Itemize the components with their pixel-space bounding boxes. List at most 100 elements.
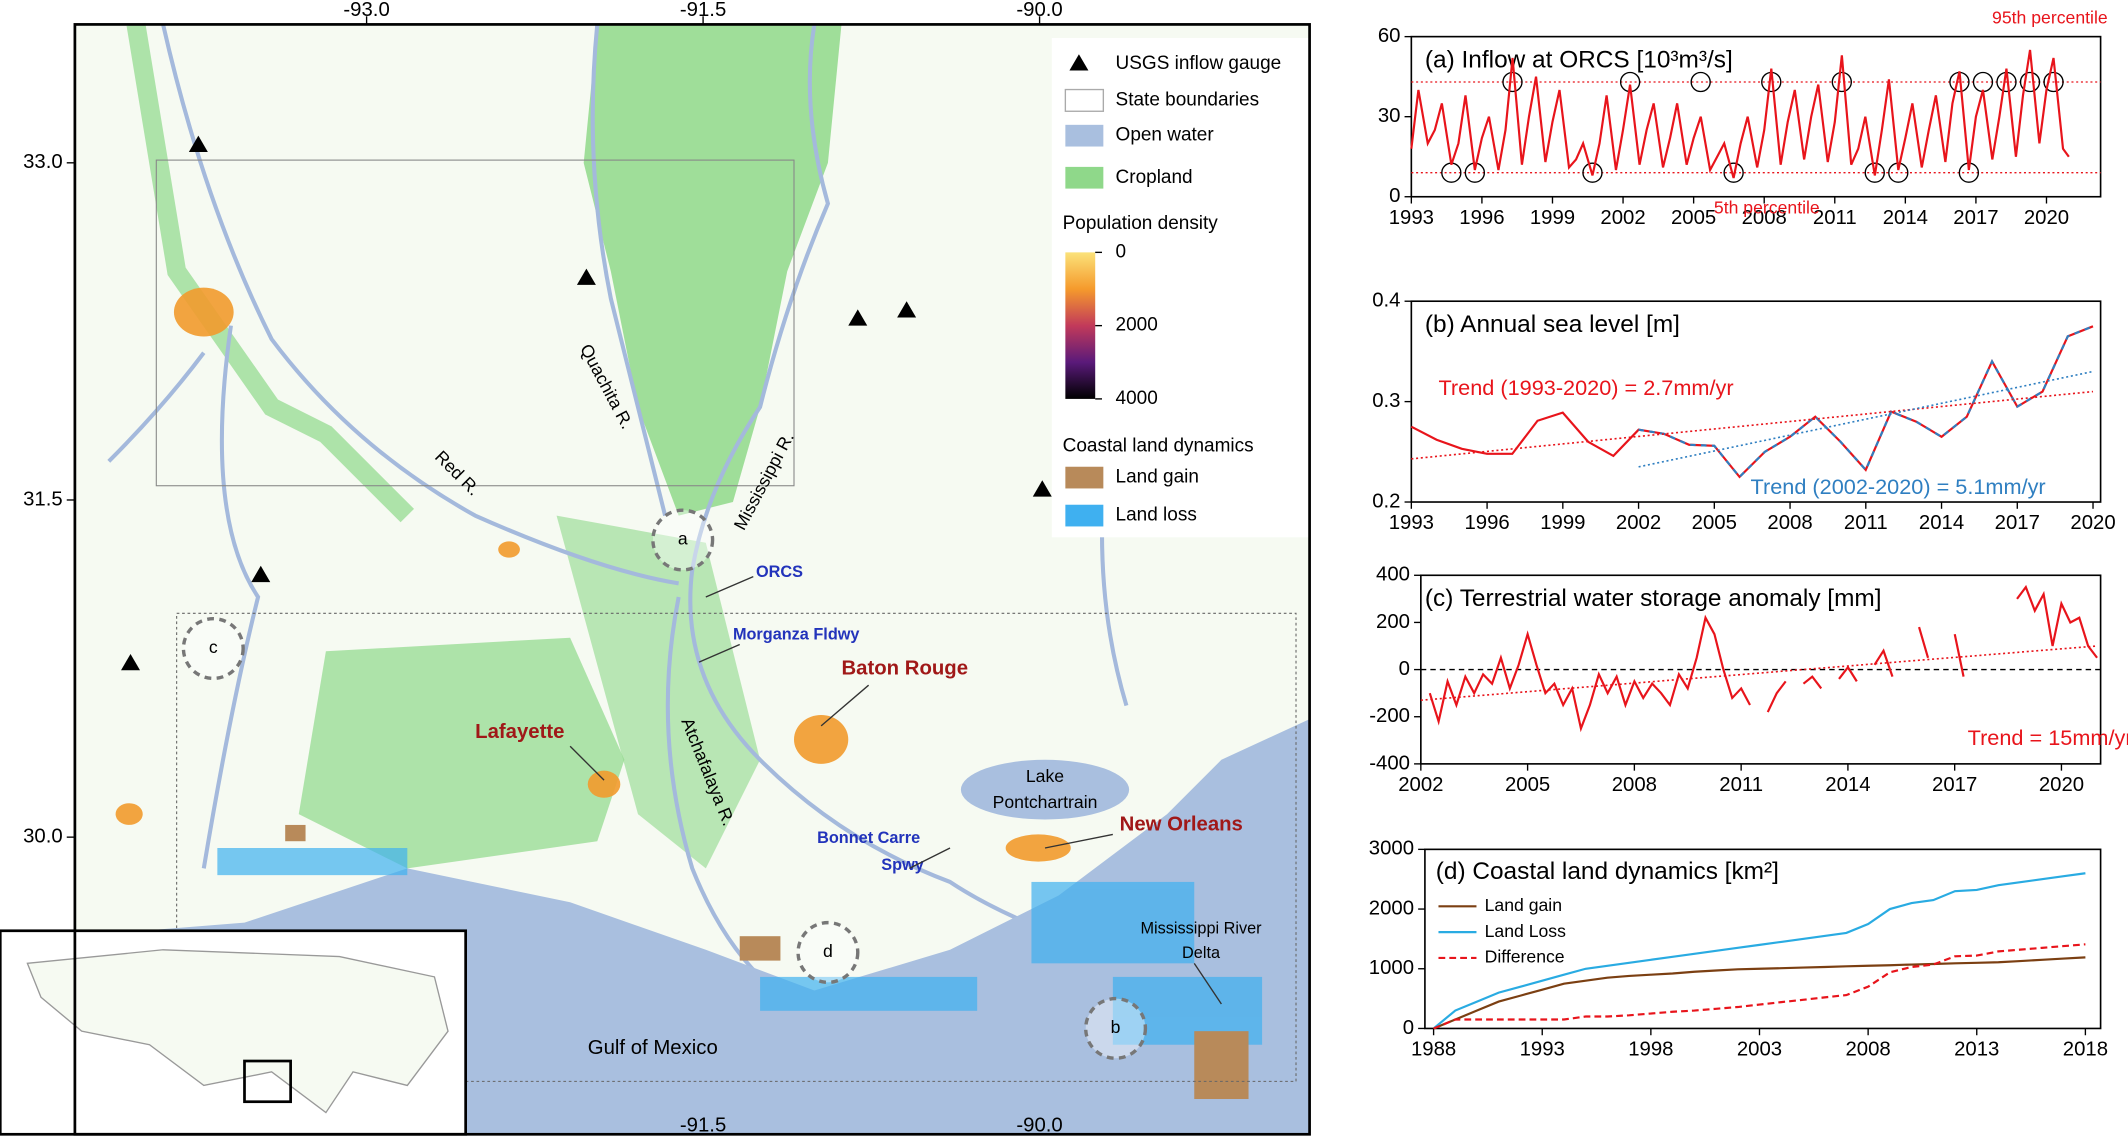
y-tick-label: 1000 bbox=[1369, 957, 1414, 979]
overlay-line bbox=[1638, 325, 2094, 479]
x-tick-label: 2002 bbox=[1398, 774, 1443, 796]
x-tick-label: 1999 bbox=[1540, 512, 1585, 534]
colorbar-label: 4000 bbox=[1116, 388, 1158, 409]
colorbar-label: 0 bbox=[1116, 241, 1127, 262]
circle-label: d bbox=[823, 941, 833, 961]
legend-label: USGS inflow gauge bbox=[1116, 53, 1282, 74]
x-tick-label: 1988 bbox=[1411, 1039, 1456, 1061]
leaders bbox=[569, 576, 1222, 1005]
circle-label: a bbox=[678, 529, 688, 549]
map-frame bbox=[73, 23, 1311, 1136]
x-tick-label: 2020 bbox=[2070, 512, 2115, 534]
lat-label: 33.0 bbox=[23, 151, 63, 173]
colorbar-label: 2000 bbox=[1116, 315, 1158, 336]
legend-label: Cropland bbox=[1116, 167, 1193, 188]
rivers bbox=[107, 23, 1195, 979]
legend-label: Land gain bbox=[1485, 895, 1562, 915]
x-tick-label: 2005 bbox=[1671, 207, 1716, 229]
annotation: 95th percentile bbox=[1992, 8, 2108, 28]
x-tick-label: 2013 bbox=[1954, 1039, 1999, 1061]
region-box bbox=[155, 159, 795, 487]
x-tick-label: 2011 bbox=[1813, 207, 1857, 229]
event-circle bbox=[1690, 71, 1711, 93]
inset-map bbox=[0, 929, 468, 1136]
y-tick-label: 0.2 bbox=[1372, 490, 1400, 512]
chart-title: (c) Terrestrial water storage anomaly [m… bbox=[1425, 585, 1882, 612]
legend-swatch bbox=[1065, 166, 1104, 189]
region-box bbox=[176, 612, 1297, 1082]
y-tick-label: 0 bbox=[1389, 185, 1400, 207]
x-tick-label: 2008 bbox=[1742, 207, 1787, 229]
chart: -400 -200 0 200 400 2002 2005 2008 2011 2014 2017 2… bbox=[1369, 564, 2128, 796]
trend-line bbox=[1411, 390, 2094, 460]
x-tick-label: 2017 bbox=[1953, 207, 1998, 229]
x-tick-label: 1996 bbox=[1464, 512, 1509, 534]
y-tick-label: 60 bbox=[1378, 25, 1401, 47]
line bbox=[1433, 956, 2086, 1030]
cropland bbox=[556, 515, 761, 869]
x-tick-label: 1993 bbox=[1389, 207, 1434, 229]
cropland bbox=[126, 22, 415, 523]
x-tick-label: 2014 bbox=[1825, 774, 1870, 796]
x-tick-label: 2003 bbox=[1737, 1039, 1782, 1061]
line bbox=[1410, 49, 2070, 179]
annotation: Trend = 15mm/yr bbox=[1968, 725, 2128, 750]
lon-label: -93.0 bbox=[343, 0, 389, 21]
x-tick-label: 2014 bbox=[1883, 207, 1928, 229]
x-tick-label: 1999 bbox=[1530, 207, 1575, 229]
x-tick-label: 2002 bbox=[1600, 207, 1645, 229]
event-circle bbox=[2043, 71, 2064, 93]
line bbox=[1428, 584, 2098, 733]
lake-label: Pontchartrain bbox=[993, 792, 1098, 812]
structure-label: Spwy bbox=[881, 856, 923, 874]
y-tick-label: 2000 bbox=[1369, 897, 1414, 919]
event-circle bbox=[1864, 162, 1885, 183]
chart-title: (a) Inflow at ORCS [10³m³/s] bbox=[1425, 47, 1733, 74]
line bbox=[1410, 325, 2094, 479]
y-tick-label: 0 bbox=[1399, 658, 1410, 680]
lake-label: Lake bbox=[1026, 766, 1064, 786]
land-gain bbox=[285, 824, 1249, 1100]
circle-label: c bbox=[209, 637, 218, 657]
legend-label: Land gain bbox=[1116, 467, 1199, 488]
x-tick-label: 2011 bbox=[1844, 512, 1888, 534]
trend-line bbox=[1638, 370, 2094, 468]
urban-areas bbox=[115, 287, 1071, 862]
y-tick-label: 0.3 bbox=[1372, 390, 1400, 412]
y-tick-label: 30 bbox=[1378, 105, 1401, 127]
x-tick-label: 2011 bbox=[1719, 774, 1763, 796]
annotation: Trend (2002-2020) = 5.1mm/yr bbox=[1751, 474, 2046, 499]
event-circle bbox=[1723, 162, 1744, 183]
y-tick-label: 0.4 bbox=[1372, 290, 1400, 312]
city-label: Lafayette bbox=[475, 721, 564, 743]
lon-label: -91.5 bbox=[680, 0, 726, 21]
city-label: New Orleans bbox=[1120, 813, 1243, 835]
cropland bbox=[583, 24, 842, 516]
y-tick-label: 200 bbox=[1376, 611, 1410, 633]
study-circles bbox=[181, 508, 1148, 1061]
x-tick-label: 1996 bbox=[1459, 207, 1504, 229]
legend-label: Difference bbox=[1485, 947, 1565, 967]
lon-label: -91.5 bbox=[680, 1115, 726, 1137]
legend-label: State boundaries bbox=[1116, 89, 1260, 110]
event-circle bbox=[1502, 71, 1523, 93]
cropland bbox=[298, 637, 625, 869]
structure-label: Morganza Fldwy bbox=[733, 625, 860, 643]
line bbox=[1432, 872, 2086, 1030]
lake bbox=[960, 759, 1130, 820]
colorbar bbox=[1065, 252, 1096, 399]
legend-title: Population density bbox=[1063, 213, 1219, 234]
x-tick-label: 2018 bbox=[2063, 1039, 2108, 1061]
event-circle bbox=[1582, 162, 1603, 183]
x-tick-label: 2017 bbox=[1932, 774, 1977, 796]
plot-frame bbox=[1424, 848, 2102, 1030]
trend-line bbox=[1420, 645, 2098, 702]
x-tick-label: 2020 bbox=[2024, 207, 2069, 229]
x-tick-label: 2014 bbox=[1919, 512, 1964, 534]
y-tick-label: 400 bbox=[1376, 564, 1410, 586]
y-tick-label: 0 bbox=[1403, 1017, 1414, 1039]
city-label: Baton Rouge bbox=[841, 657, 968, 679]
x-tick-label: 1998 bbox=[1628, 1039, 1673, 1061]
y-tick-label: 3000 bbox=[1369, 838, 1414, 860]
